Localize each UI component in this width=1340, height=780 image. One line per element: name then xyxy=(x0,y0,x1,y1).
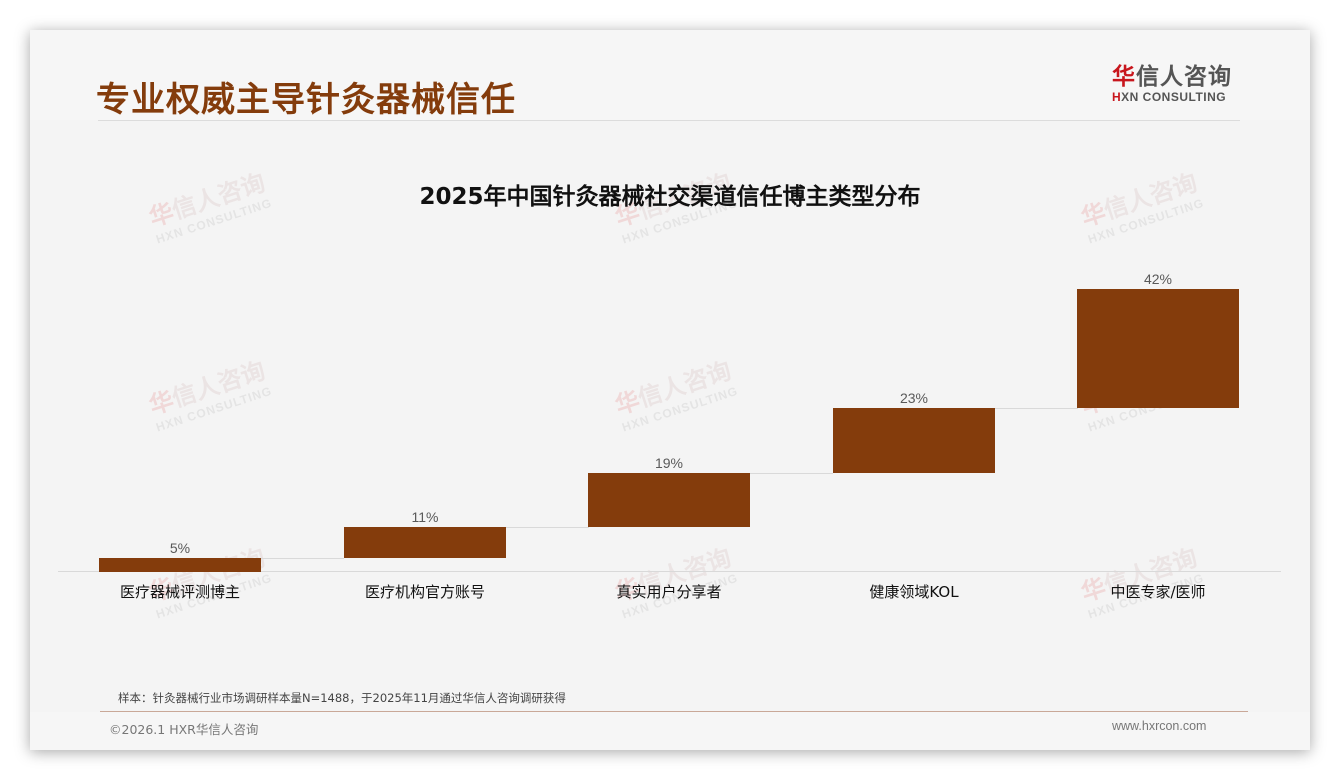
header-band xyxy=(30,30,1310,120)
category-label: 中医专家/医师 xyxy=(1110,583,1206,601)
waterfall-bar xyxy=(588,473,750,527)
footer-divider xyxy=(100,711,1248,712)
connector-line xyxy=(750,473,833,474)
category-label: 医疗器械评测博主 xyxy=(119,583,240,601)
website-link[interactable]: www.hxrcon.com xyxy=(1112,719,1207,733)
category-label: 医疗机构官方账号 xyxy=(364,583,485,601)
connector-line xyxy=(995,408,1078,409)
slide-card: 专业权威主导针灸器械信任 华信人咨询 HXN CONSULTING 华信人咨询 H… xyxy=(30,30,1310,750)
logo-chinese-red: 华 xyxy=(1112,64,1136,90)
waterfall-bar xyxy=(99,558,261,572)
waterfall-bar xyxy=(344,527,506,558)
logo-english-rest: XN CONSULTING xyxy=(1121,90,1227,104)
bar-value-label: 19% xyxy=(654,455,684,471)
logo-english: HXN CONSULTING xyxy=(1112,90,1242,104)
x-axis-line xyxy=(58,571,1281,572)
logo-english-red: H xyxy=(1112,90,1122,104)
waterfall-bar xyxy=(1077,289,1239,408)
category-label: 真实用户分享者 xyxy=(616,583,722,601)
bar-value-label: 23% xyxy=(899,390,929,406)
brand-logo: 华信人咨询 HXN CONSULTING xyxy=(1112,64,1242,104)
waterfall-bar xyxy=(833,408,995,473)
bar-value-label: 42% xyxy=(1143,271,1173,287)
footer-band xyxy=(30,712,1310,750)
copyright-text: ©2026.1 HXR华信人咨询 xyxy=(109,722,259,737)
bar-value-label: 5% xyxy=(169,540,191,556)
logo-chinese-rest: 信人咨询 xyxy=(1136,64,1232,90)
bar-value-label: 11% xyxy=(411,509,439,525)
waterfall-chart: 5% 医疗器械评测博主 11% 医疗机构官方账号 19% 真实用户分享者 23% 健康领域KO… xyxy=(30,30,1310,750)
connector-line xyxy=(261,558,344,559)
title-divider xyxy=(98,120,1240,121)
logo-chinese: 华信人咨询 xyxy=(1112,64,1242,90)
chart-title: 2025年中国针灸器械社交渠道信任博主类型分布 xyxy=(419,184,921,210)
sample-note: 样本：针灸器械行业市场调研样本量N=1488，于2025年11月通过华信人咨询调… xyxy=(118,691,566,705)
page-title: 专业权威主导针灸器械信任 xyxy=(96,80,516,120)
category-label: 健康领域KOL xyxy=(869,583,959,601)
connector-line xyxy=(506,527,589,528)
